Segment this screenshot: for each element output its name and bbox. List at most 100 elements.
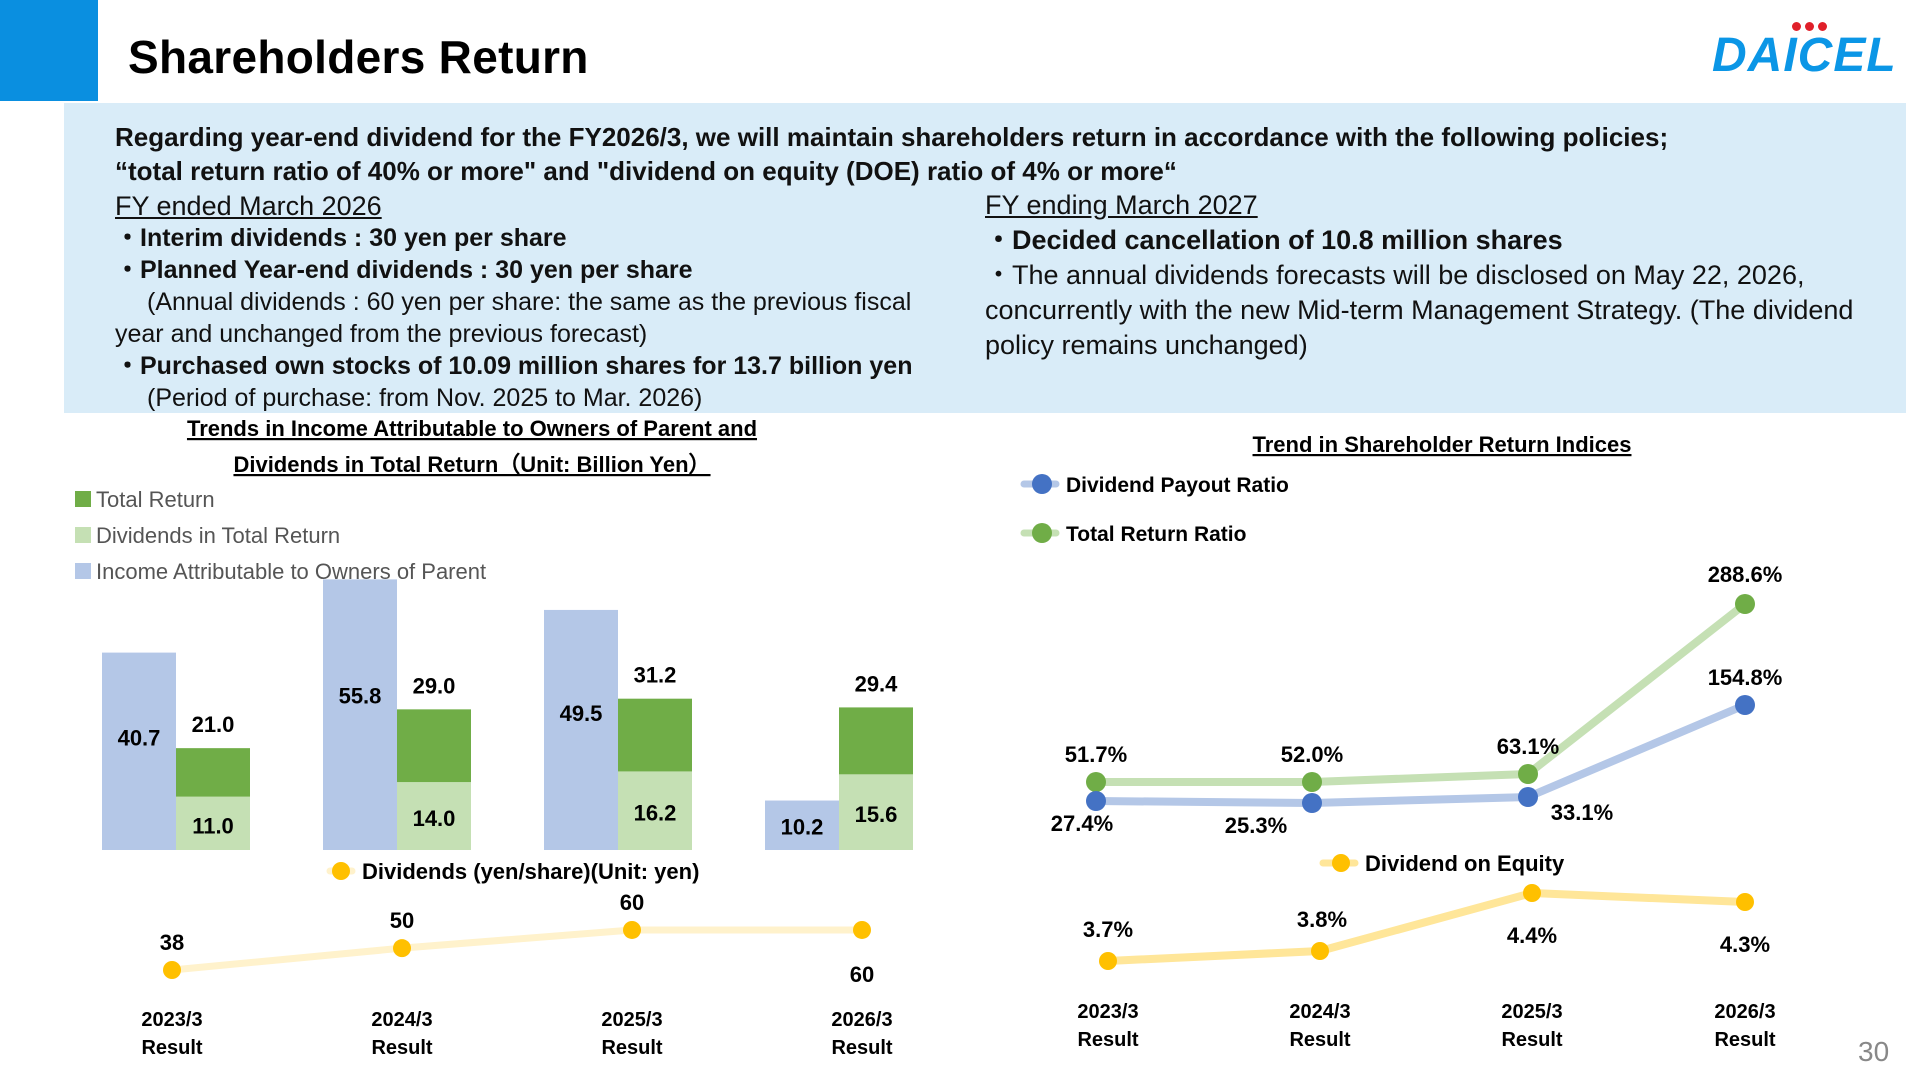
doe-value-label: 4.4%: [1507, 923, 1557, 948]
payout-ratio-label: 154.8%: [1708, 665, 1783, 690]
doe-point: [1523, 884, 1541, 902]
annual-dividend-note-1: (Annual dividends : 60 yen per share: th…: [147, 288, 912, 316]
dividend-forecast-item: ・The annual dividends forecasts will be …: [985, 260, 1854, 360]
left-x-axis-labels: 2023/3 Result 2024/3 Result 2025/3 Result 2026…: [141, 1009, 892, 1059]
policy-headline-line-1: Regarding year-end dividend for the FY20…: [115, 122, 1669, 152]
doe-value-label: 3.8%: [1297, 907, 1347, 932]
income-bar: [323, 579, 397, 850]
ratio-legend-marker: [1032, 523, 1052, 543]
dividend-point: [163, 961, 181, 979]
x-axis-year-label: 2023/3: [1077, 1001, 1138, 1023]
fy2026-heading: FY ended March 2026: [115, 191, 382, 221]
legend-swatch: [75, 527, 91, 543]
total-return-value-label: 21.0: [192, 712, 235, 737]
total-return-value-label: 29.0: [413, 673, 456, 698]
total-return-ratio-label: 52.0%: [1281, 742, 1343, 767]
x-axis-year-label: 2026/3: [831, 1009, 892, 1031]
x-axis-sub-label: Result: [1714, 1029, 1775, 1051]
total-return-ratio-point: [1518, 764, 1538, 784]
legend-swatch: [75, 491, 91, 507]
x-axis-year-label: 2025/3: [1501, 1001, 1562, 1023]
dividend-legend-marker: [332, 862, 350, 880]
dividend-point: [853, 920, 871, 939]
x-axis-sub-label: Result: [1289, 1029, 1350, 1051]
dividend-per-share-line-chart: Dividends (yen/share)(Unit: yen) 38 50 60 60: [160, 859, 874, 987]
total-return-ratio-point: [1086, 772, 1106, 792]
x-axis-sub-label: Result: [141, 1037, 202, 1059]
legend-label: Income Attributable to Owners of Parent: [96, 559, 486, 584]
x-axis-year-label: 2024/3: [371, 1009, 432, 1031]
dividend-value-label: 50: [390, 908, 414, 933]
dividends-in-total-return-bar: [618, 771, 692, 850]
page-title: Shareholders Return: [128, 31, 589, 83]
payout-ratio-point: [1735, 695, 1755, 715]
x-axis-year-label: 2024/3: [1289, 1001, 1350, 1023]
total-return-ratio-label: 288.6%: [1708, 562, 1783, 587]
left-chart-legend: Total Return Dividends in Total Return Inc…: [75, 487, 486, 584]
buyback-segment-bar: [618, 698, 692, 772]
dividends-in-total-return-bar: [397, 782, 471, 850]
daicel-logo: DAICEL: [1712, 18, 1902, 84]
policy-headline: Regarding year-end dividend for the FY20…: [115, 120, 1895, 188]
logo-dots: [1792, 18, 1831, 31]
total-return-value-label: 29.4: [855, 671, 899, 696]
share-cancellation-item: ・Decided cancellation of 10.8 million sh…: [985, 225, 1563, 255]
dividends-in-total-return-bar: [839, 774, 913, 850]
x-axis-sub-label: Result: [371, 1037, 432, 1059]
fy2027-heading: FY ending March 2027: [985, 190, 1258, 220]
payout-ratio-point: [1302, 793, 1322, 813]
left-chart-title: Trends in Income Attributable to Owners …: [187, 416, 757, 477]
dividend-line: [168, 926, 866, 974]
doe-line: [1107, 889, 1746, 965]
x-axis-year-label: 2025/3: [601, 1009, 662, 1031]
fy2026-column: FY ended March 2026 ・Interim dividends :…: [115, 190, 975, 414]
page-number: 30: [1858, 1036, 1890, 1067]
dividends-in-total-return-bar: [176, 796, 250, 850]
doe-legend-label: Dividend on Equity: [1365, 851, 1565, 876]
legend-label: Total Return: [96, 487, 215, 512]
legend-label: Dividends in Total Return: [96, 523, 340, 548]
doe-point: [1311, 942, 1329, 960]
payout-ratio-label: 25.3%: [1225, 813, 1287, 838]
payout-ratio-label: 33.1%: [1551, 800, 1613, 825]
income-bar: [102, 652, 176, 850]
dividend-value-label: 14.0: [413, 806, 456, 831]
ratio-legend-marker: [1032, 474, 1052, 494]
income-bar: [765, 800, 839, 850]
payout-ratio-point: [1086, 791, 1106, 811]
dividend-value-label: 15.6: [855, 802, 898, 827]
payout-ratio-point: [1518, 787, 1538, 807]
x-axis-year-label: 2023/3: [141, 1009, 202, 1031]
buyback-segment-bar: [397, 709, 471, 783]
buyback-segment-bar: [176, 748, 250, 797]
left-chart-title-line-1: Trends in Income Attributable to Owners …: [187, 416, 757, 441]
income-value-label: 55.8: [339, 684, 382, 709]
doe-line-chart: Dividend on Equity 3.7% 3.8% 4.4% 4.3%: [1083, 851, 1770, 970]
dividend-value-label: 38: [160, 930, 184, 955]
total-return-ratio-point: [1302, 772, 1322, 792]
x-axis-year-label: 2026/3: [1714, 1001, 1775, 1023]
doe-point: [1736, 893, 1754, 911]
interim-dividend-item: ・Interim dividends : 30 yen per share: [115, 224, 567, 252]
yearend-dividend-item: ・Planned Year-end dividends : 30 yen per…: [115, 256, 693, 284]
fy2027-column: FY ending March 2027 ・Decided cancellati…: [985, 188, 1905, 363]
doe-value-label: 3.7%: [1083, 917, 1133, 942]
right-chart-title-text: Trend in Shareholder Return Indices: [1253, 432, 1632, 457]
left-chart-title-line-2: Dividends in Total Return（Unit: Billion …: [233, 452, 710, 477]
income-value-label: 10.2: [781, 814, 824, 839]
doe-point: [1099, 952, 1117, 970]
x-axis-sub-label: Result: [601, 1037, 662, 1059]
doe-value-label: 4.3%: [1720, 932, 1770, 957]
legend-swatch: [75, 563, 91, 579]
total-return-value-label: 31.2: [634, 663, 677, 688]
dividend-value-label: 16.2: [634, 801, 677, 826]
right-x-axis-labels: 2023/3 Result 2024/3 Result 2025/3 Result 2026…: [1077, 1001, 1775, 1051]
policy-headline-line-2: “total return ratio of 40% or more" and …: [115, 156, 1177, 186]
buyback-period-note: (Period of purchase: from Nov. 2025 to M…: [147, 384, 703, 412]
buyback-item: ・Purchased own stocks of 10.09 million s…: [115, 352, 913, 380]
income-bar: [544, 609, 618, 850]
dividend-value-label: 60: [850, 962, 874, 987]
corner-accent-block: [0, 0, 98, 101]
info-box: [64, 103, 1906, 413]
